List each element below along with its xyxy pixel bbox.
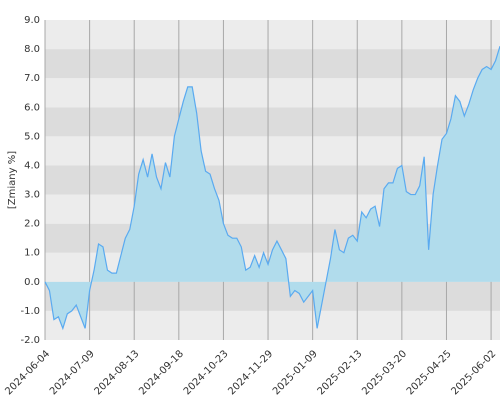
x-tick-label: 2025-01-09 bbox=[271, 348, 320, 397]
x-tick-label: 2024-06-04 bbox=[3, 348, 52, 397]
background-band bbox=[45, 281, 500, 311]
x-tick-label: 2024-10-23 bbox=[182, 348, 231, 397]
y-tick-label: 3.0 bbox=[24, 190, 40, 201]
y-tick-label: 1.0 bbox=[24, 248, 40, 259]
x-tick-label: 2024-11-29 bbox=[226, 348, 275, 397]
y-tick-label: -1.0 bbox=[20, 306, 40, 317]
x-tick-label: 2025-03-20 bbox=[360, 348, 409, 397]
x-tick-label: 2024-08-13 bbox=[93, 348, 142, 397]
y-tick-label: 8.0 bbox=[24, 44, 40, 55]
x-tick-label: 2025-04-25 bbox=[405, 348, 454, 397]
background-band bbox=[45, 107, 500, 137]
y-tick-label: 5.0 bbox=[24, 131, 40, 142]
background-band bbox=[45, 78, 500, 108]
y-tick-label: 4.0 bbox=[24, 160, 40, 171]
y-tick-label: 9.0 bbox=[24, 15, 40, 26]
background-band bbox=[45, 165, 500, 195]
x-tick-label: 2024-09-18 bbox=[137, 348, 186, 397]
y-tick-label: 0.0 bbox=[24, 277, 40, 288]
background-band bbox=[45, 136, 500, 166]
background-band bbox=[45, 310, 500, 340]
line bbox=[44, 46, 500, 331]
x-tick-label: 2025-02-13 bbox=[316, 348, 365, 397]
y-tick-label: -2.0 bbox=[20, 335, 40, 346]
y-axis-label: [Zmiany %] bbox=[7, 151, 18, 209]
area-fill bbox=[45, 46, 500, 329]
background-band bbox=[45, 20, 500, 50]
y-tick-label: 2.0 bbox=[24, 219, 40, 230]
y-tick-label: 6.0 bbox=[24, 102, 40, 113]
x-tick-label: 2024-07-09 bbox=[48, 348, 97, 397]
background-band bbox=[45, 49, 500, 79]
y-tick-label: 7.0 bbox=[24, 73, 40, 84]
x-tick-label: 2025-06-02 bbox=[449, 348, 498, 397]
